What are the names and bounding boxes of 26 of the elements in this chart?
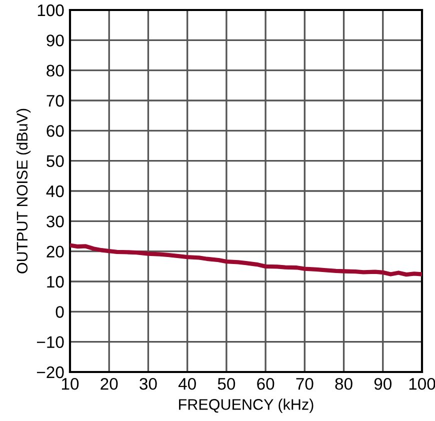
y-tick-label: −20 bbox=[36, 366, 64, 378]
x-axis-title: FREQUENCY (kHz) bbox=[179, 398, 314, 413]
y-tick-label: −10 bbox=[36, 336, 64, 348]
y-tick-label: 90 bbox=[46, 34, 64, 46]
y-tick-label: 100 bbox=[38, 4, 64, 16]
x-tick-label: 80 bbox=[335, 378, 352, 390]
y-tick-label: 30 bbox=[46, 216, 64, 228]
y-tick-label: 0 bbox=[56, 306, 64, 318]
y-axis-title: OUTPUT NOISE (dBuV) bbox=[16, 108, 31, 274]
x-tick-label: 60 bbox=[257, 378, 274, 390]
x-tick-label: 50 bbox=[218, 378, 236, 390]
x-tick-label: 100 bbox=[409, 378, 435, 390]
y-tick-label: 40 bbox=[46, 185, 64, 198]
y-tick-label: 20 bbox=[46, 246, 64, 258]
x-tick-label: 70 bbox=[296, 378, 314, 390]
line-series bbox=[70, 243, 422, 277]
x-tick-label: 20 bbox=[100, 378, 118, 390]
x-tick-label: 40 bbox=[178, 378, 196, 390]
x-tick-label: 10 bbox=[62, 378, 79, 390]
x-tick-label: 90 bbox=[374, 378, 392, 390]
y-tick-label: 50 bbox=[46, 155, 64, 168]
y-tick-label: 70 bbox=[46, 94, 64, 107]
y-tick-label: 10 bbox=[47, 276, 64, 288]
y-tick-label: 60 bbox=[46, 125, 64, 137]
x-tick-label: 30 bbox=[140, 378, 157, 390]
y-tick-label: 80 bbox=[46, 64, 64, 77]
